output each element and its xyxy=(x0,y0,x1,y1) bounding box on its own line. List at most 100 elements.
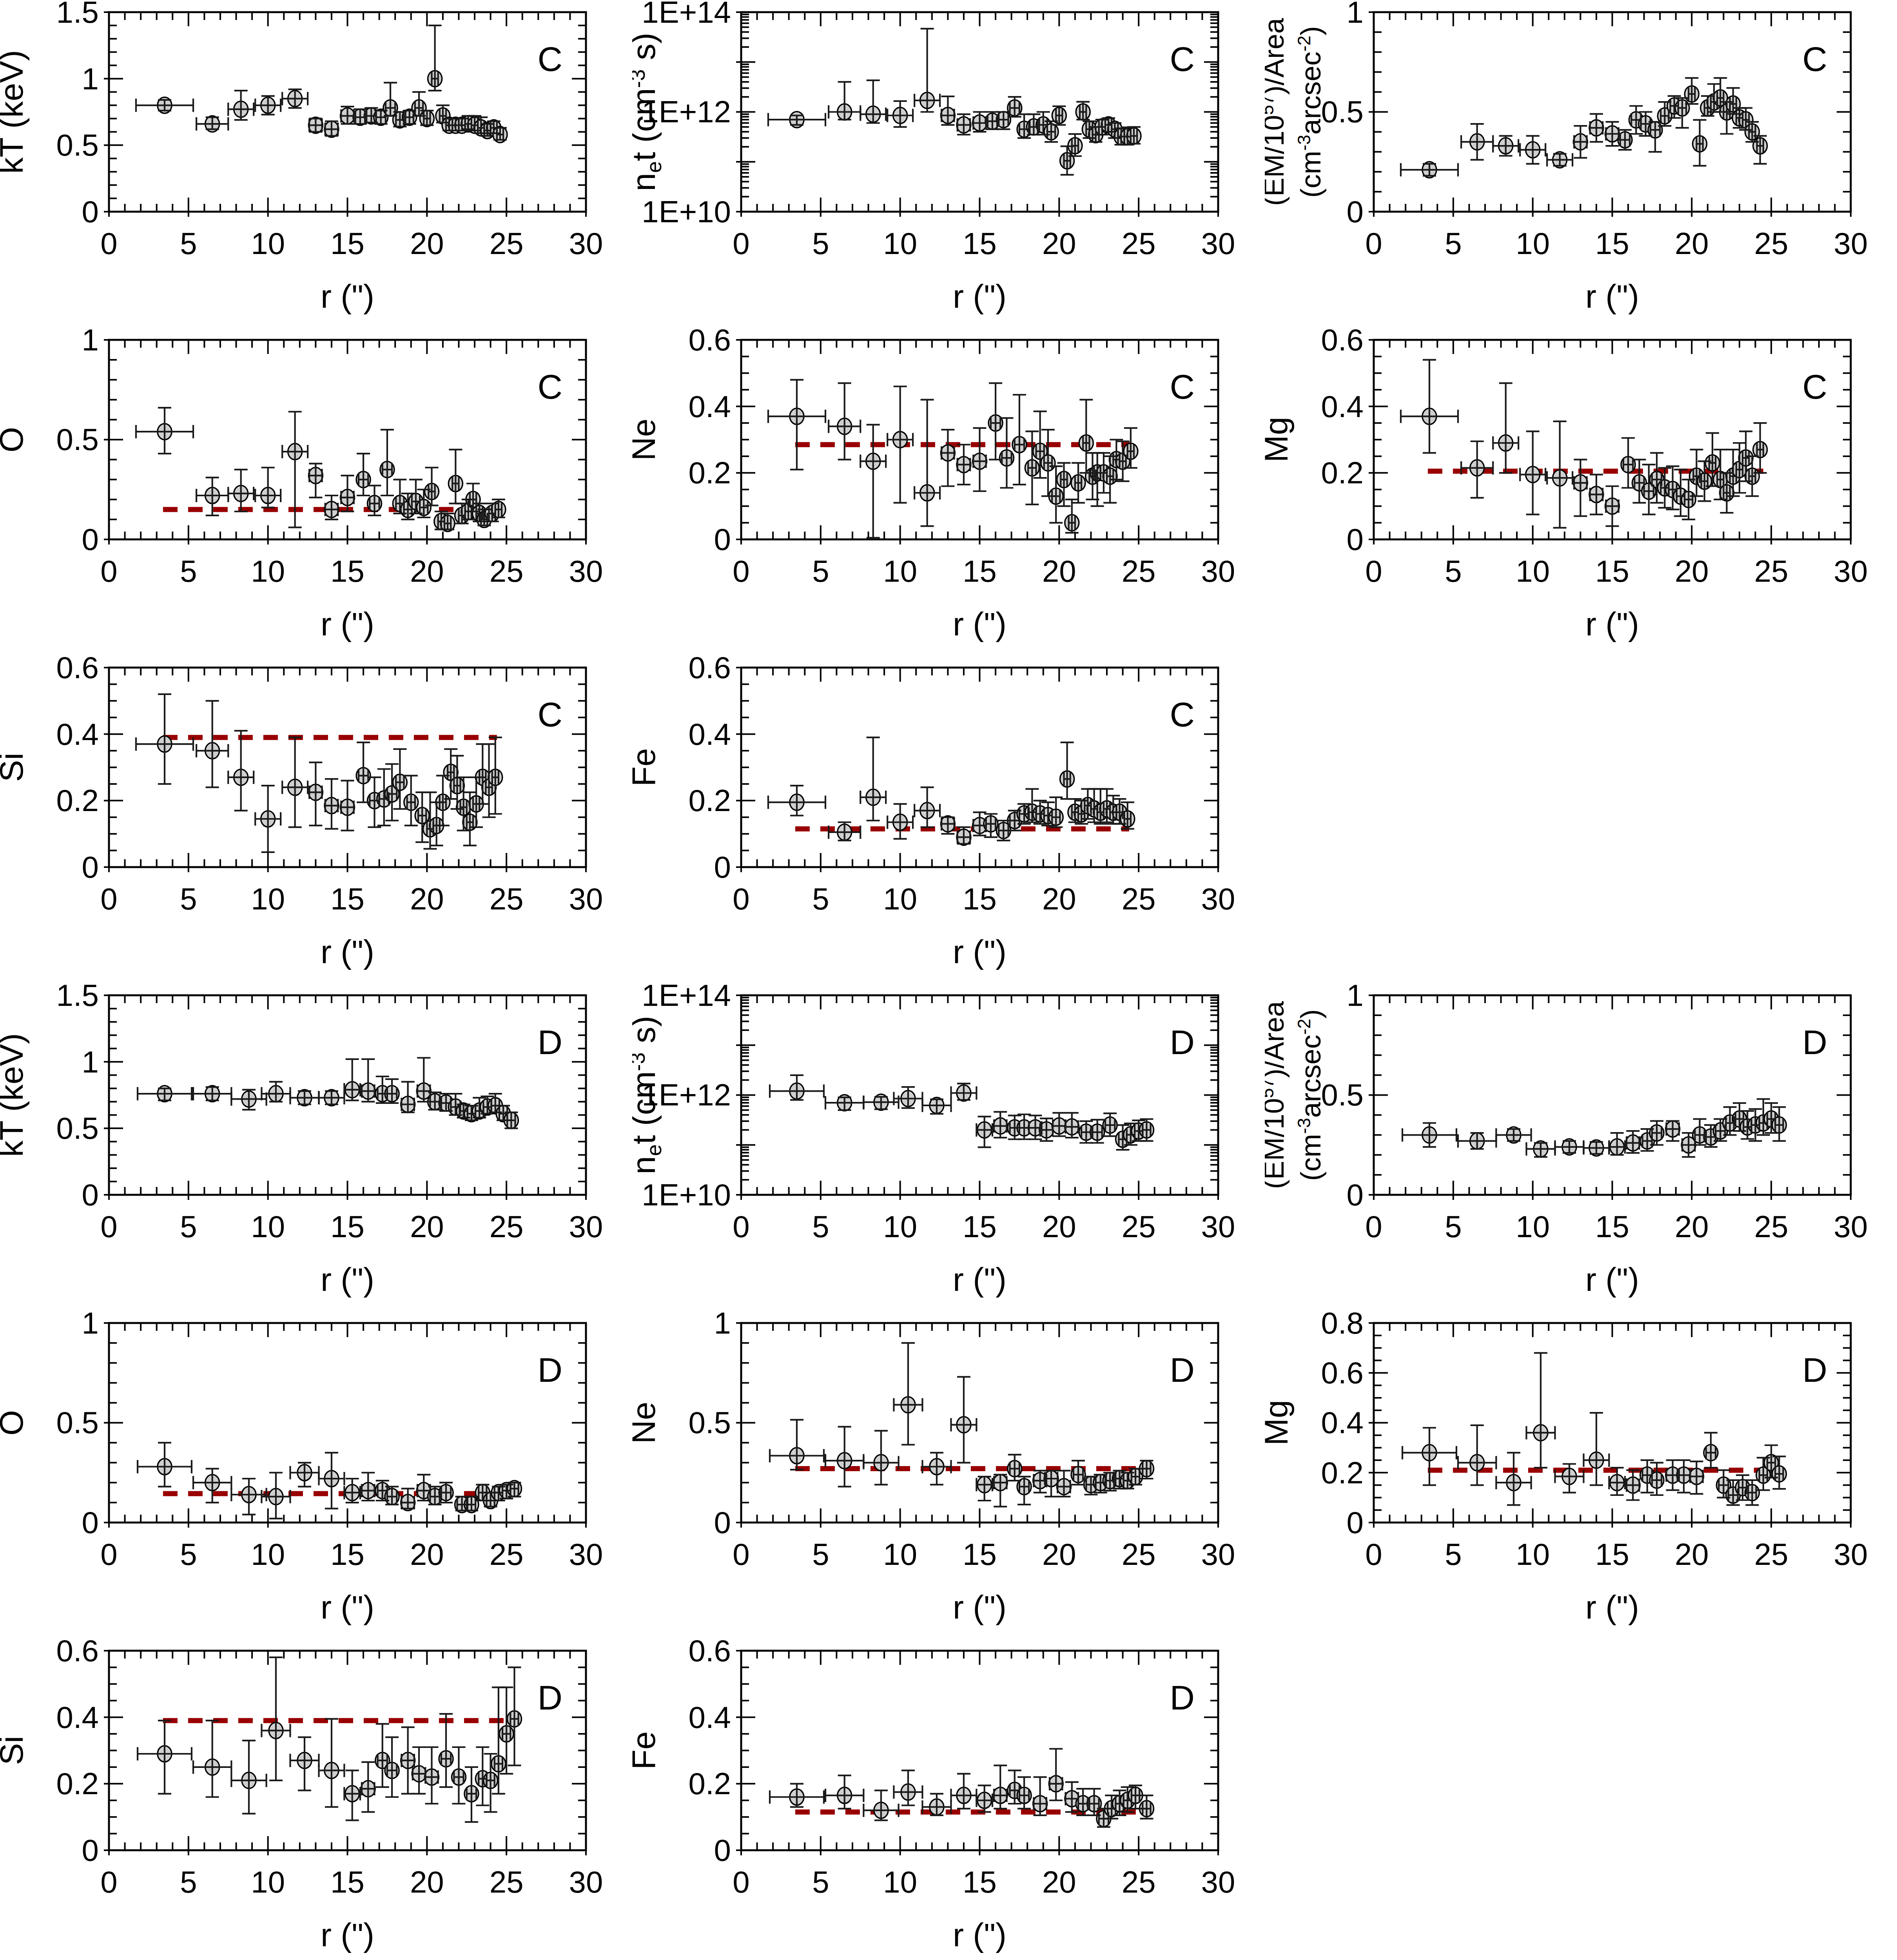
error-bars xyxy=(282,412,308,527)
y-axis-title: O xyxy=(0,427,30,452)
error-bars xyxy=(381,430,394,495)
chart-panel-o-d: 05101520253000.51Or (")D xyxy=(0,1311,632,1639)
x-tick-label: 30 xyxy=(1201,554,1235,588)
error-bars xyxy=(231,1740,266,1814)
chart-panel-o-c: 05101520253000.51Or (")C xyxy=(0,328,632,655)
region-corner-label: D xyxy=(537,1678,562,1717)
x-axis-title: r (") xyxy=(321,606,374,642)
chart-svg-fe-d: 05101520253000.20.40.6Fer (")D xyxy=(632,1639,1264,1960)
x-tick-label: 15 xyxy=(963,1537,997,1572)
error-bars xyxy=(989,383,1002,459)
error-bars xyxy=(138,1087,192,1100)
y-tick-label: 1.5 xyxy=(56,983,99,1013)
x-axis-title: r (") xyxy=(1585,606,1639,642)
x-tick-label: 15 xyxy=(1595,1209,1629,1244)
x-tick-label: 15 xyxy=(963,226,997,261)
x-axis-title: r (") xyxy=(321,278,374,315)
y-tick-label: 0.6 xyxy=(689,1639,731,1668)
chart-svg-net-c: 0510152025301E+101E+121E+14net (cm-3 s)r… xyxy=(632,0,1264,328)
x-tick-label: 25 xyxy=(1754,226,1788,261)
x-tick-label: 5 xyxy=(812,1209,829,1244)
x-tick-label: 25 xyxy=(1122,882,1156,916)
error-bars xyxy=(1574,126,1587,158)
region-corner-label: D xyxy=(1170,1023,1195,1062)
error-bars xyxy=(193,1720,231,1797)
data-series xyxy=(1402,1353,1786,1505)
x-tick-label: 5 xyxy=(180,554,197,588)
chart-svg-kt-d: 05101520253000.511.5kT (keV)r (")D xyxy=(0,983,632,1311)
x-tick-label: 5 xyxy=(180,1537,197,1572)
error-bars xyxy=(384,83,397,116)
y-tick-label: 1E+14 xyxy=(642,983,731,1013)
error-bars xyxy=(193,1469,231,1503)
x-tick-label: 25 xyxy=(490,882,524,916)
y-axis-title: kT (keV) xyxy=(0,1033,30,1157)
region-corner-label: C xyxy=(1170,695,1195,734)
y-tick-label: 0 xyxy=(82,194,99,229)
region-corner-label: C xyxy=(1170,40,1195,78)
x-tick-label: 15 xyxy=(330,1209,365,1244)
plot-frame xyxy=(741,995,1218,1195)
error-bars xyxy=(1583,1413,1609,1485)
error-bars xyxy=(1693,1119,1706,1145)
error-bars xyxy=(401,1727,415,1794)
error-bars xyxy=(829,82,860,120)
x-tick-label: 30 xyxy=(1201,1537,1235,1572)
y-tick-label: 0.6 xyxy=(56,655,99,685)
axes-ticks xyxy=(736,668,1218,872)
error-bars xyxy=(1618,130,1632,150)
x-tick-label: 15 xyxy=(330,1865,365,1899)
error-bars xyxy=(385,764,399,820)
error-bars xyxy=(1555,1140,1583,1154)
error-bars xyxy=(403,111,416,124)
x-tick-label: 30 xyxy=(1834,226,1868,261)
error-bars xyxy=(1401,360,1458,453)
error-bars xyxy=(1526,1353,1555,1468)
axes-ticks xyxy=(1369,995,1851,1200)
y-tick-label: 0 xyxy=(82,1833,99,1867)
error-bars xyxy=(1605,122,1619,146)
chart-svg-em-c: 05101520253000.51(EM/1057)/Area(cm-3arcs… xyxy=(1265,0,1897,328)
y-axis-title: (EM/1057)/Area xyxy=(1265,1001,1289,1189)
chart-panel-ne-c: 05101520253000.20.40.6Ner (")C xyxy=(632,328,1264,655)
x-tick-label: 0 xyxy=(733,226,750,261)
x-tick-label: 0 xyxy=(733,1209,750,1244)
y-tick-label: 1 xyxy=(82,1045,99,1079)
y-tick-label: 0.5 xyxy=(56,423,99,457)
x-tick-label: 10 xyxy=(1516,1537,1550,1572)
axes-ticks xyxy=(1369,12,1851,217)
y-tick-label: 1 xyxy=(82,62,99,96)
y-tick-label: 0.6 xyxy=(689,655,731,685)
x-tick-label: 25 xyxy=(1754,1209,1788,1244)
y-tick-label: 0 xyxy=(82,1178,99,1212)
y-axis-title: (cm-3arcsec-2) xyxy=(1294,26,1326,198)
plot-frame xyxy=(1374,995,1851,1195)
x-tick-label: 25 xyxy=(490,1865,524,1899)
error-bars xyxy=(1027,114,1041,134)
y-tick-label: 0.6 xyxy=(1321,1356,1363,1390)
x-tick-label: 0 xyxy=(1365,226,1382,261)
y-axis-title: net (cm-3 s) xyxy=(632,33,666,191)
x-tick-label: 25 xyxy=(490,1537,524,1572)
x-axis-title: r (") xyxy=(953,278,1007,315)
x-tick-label: 0 xyxy=(100,226,117,261)
y-tick-label: 0 xyxy=(1346,522,1363,557)
error-bars xyxy=(354,109,367,124)
x-axis-title: r (") xyxy=(953,933,1007,970)
y-axis-title: Mg xyxy=(1265,1400,1295,1446)
error-bars xyxy=(319,1719,344,1807)
y-tick-label: 0 xyxy=(82,850,99,884)
y-axis-title: kT (keV) xyxy=(0,50,30,174)
chart-svg-mg-d: 05101520253000.20.40.60.8Mgr (")D xyxy=(1265,1311,1897,1639)
x-tick-label: 5 xyxy=(812,1537,829,1572)
x-tick-label: 10 xyxy=(883,1537,918,1572)
error-bars xyxy=(1605,486,1619,526)
error-bars xyxy=(770,1075,824,1100)
x-tick-label: 0 xyxy=(100,1865,117,1899)
error-bars xyxy=(1041,430,1055,496)
error-bars xyxy=(228,91,254,120)
x-tick-label: 30 xyxy=(1834,1537,1868,1572)
chart-svg-kt-c: 05101520253000.511.5kT (keV)r (")C xyxy=(0,0,632,328)
error-bars xyxy=(1129,1469,1142,1485)
error-bars xyxy=(136,99,193,112)
